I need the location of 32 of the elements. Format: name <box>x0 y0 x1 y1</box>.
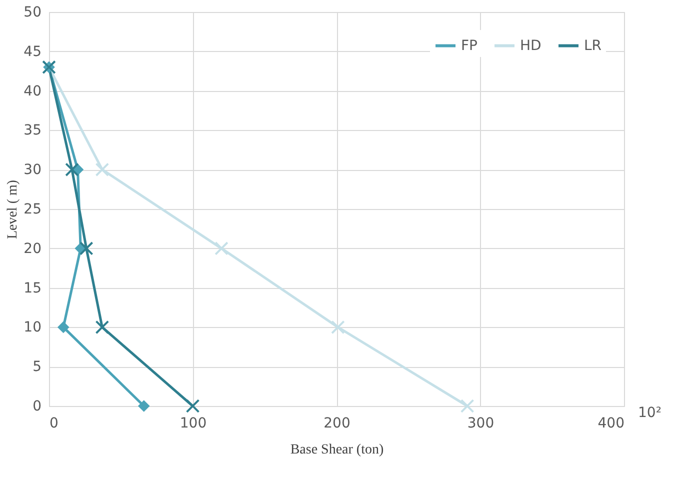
x-tick-label: 0 <box>50 416 58 432</box>
y-axis-title: Level ( m) <box>6 180 21 240</box>
y-tick-label: 20 <box>24 240 42 257</box>
text: 10² <box>638 405 662 421</box>
x-tick-label: 300 <box>467 416 494 432</box>
y-tick-label: 35 <box>24 122 42 139</box>
y-tick-label: 10 <box>24 320 42 336</box>
legend-label: HD <box>520 38 542 54</box>
point <box>65 162 79 177</box>
y-tick-label: 40 <box>24 83 42 100</box>
point <box>214 241 228 256</box>
point <box>57 321 70 334</box>
point <box>79 241 94 256</box>
point <box>138 400 150 412</box>
y-tick-label: 50 <box>24 4 42 20</box>
point <box>186 399 200 413</box>
y-tick-label: 0 <box>32 398 42 414</box>
y-tick-label: 15 <box>24 280 42 296</box>
x-tick-label: 400 <box>598 416 624 432</box>
x-axis-title: Base Shear (ton) <box>290 442 384 458</box>
point <box>331 320 345 334</box>
point <box>95 320 110 334</box>
y-tick-label: 45 <box>24 44 42 60</box>
point <box>460 399 474 413</box>
x-tick-label: 200 <box>324 416 350 432</box>
y-tick-label: 30 <box>24 162 42 178</box>
x-tick-label: 100 <box>180 416 207 432</box>
y-tick-label: 5 <box>32 359 42 376</box>
point <box>95 162 110 177</box>
legend-label: LR <box>584 38 602 54</box>
legend-label: FP <box>461 38 478 54</box>
y-tick-label: 25 <box>24 202 42 218</box>
